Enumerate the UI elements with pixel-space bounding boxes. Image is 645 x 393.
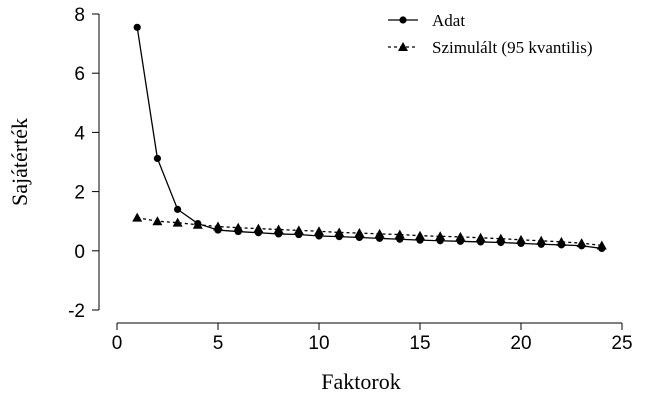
data-point-triangle (394, 229, 405, 239)
legend: Adat Szimulált (95 kvantilis) (388, 11, 593, 57)
data-point-triangle (132, 212, 143, 222)
data-point-triangle (192, 219, 203, 229)
legend-marker-adat (399, 16, 407, 24)
data-point-triangle (172, 217, 183, 227)
axes (98, 14, 622, 324)
data-point-triangle (435, 231, 446, 241)
x-axis-title: Faktorok (321, 369, 400, 393)
data-point-triangle (213, 221, 223, 231)
y-tick-label: 0 (74, 242, 85, 263)
data-point-triangle (253, 223, 264, 233)
legend-label-adat: Adat (432, 11, 465, 30)
data-point-triangle (334, 227, 345, 237)
series-line (136, 27, 602, 250)
data-point-triangle (314, 226, 324, 236)
x-tick-label: 0 (112, 333, 123, 354)
data-point-triangle (596, 240, 607, 250)
data-point-triangle (415, 230, 425, 240)
y-tick-label: -2 (68, 301, 85, 322)
series-adat (133, 23, 606, 253)
x-tick-label: 5 (213, 333, 224, 354)
data-point-triangle (354, 228, 365, 238)
data-point-triangle (374, 228, 385, 238)
data-point-circle (153, 154, 161, 163)
data-point-triangle (233, 222, 244, 232)
y-axis-title: Sajátérték (7, 118, 32, 206)
ticks: -2 0 2 4 6 8 0 5 10 15 20 25 (68, 5, 632, 354)
legend-label-szimulalt: Szimulált (95 kvantilis) (432, 38, 593, 57)
data-point-triangle (536, 235, 547, 245)
x-tick-label: 15 (409, 333, 430, 354)
data-point-triangle (455, 231, 466, 241)
data-point-triangle (556, 236, 567, 246)
data-point-triangle (293, 225, 304, 235)
series (132, 23, 607, 253)
data-point-triangle (273, 224, 284, 234)
series-szimulalt (132, 212, 607, 250)
data-point-triangle (495, 233, 506, 243)
data-point-triangle (475, 232, 486, 242)
x-tick-label: 10 (308, 333, 329, 354)
y-tick-label: 6 (74, 64, 85, 85)
y-tick-label: 2 (74, 183, 85, 204)
y-tick-label: 4 (74, 123, 85, 144)
legend-marker-szimulalt (398, 42, 408, 51)
data-point-triangle (516, 234, 526, 244)
x-tick-label: 20 (510, 333, 531, 354)
x-tick-label: 25 (611, 333, 632, 354)
data-point-triangle (152, 216, 163, 226)
data-point-triangle (576, 238, 587, 248)
data-point-circle (174, 205, 182, 213)
series-line (137, 217, 602, 247)
data-point-circle (133, 23, 141, 31)
y-tick-label: 8 (74, 5, 85, 26)
